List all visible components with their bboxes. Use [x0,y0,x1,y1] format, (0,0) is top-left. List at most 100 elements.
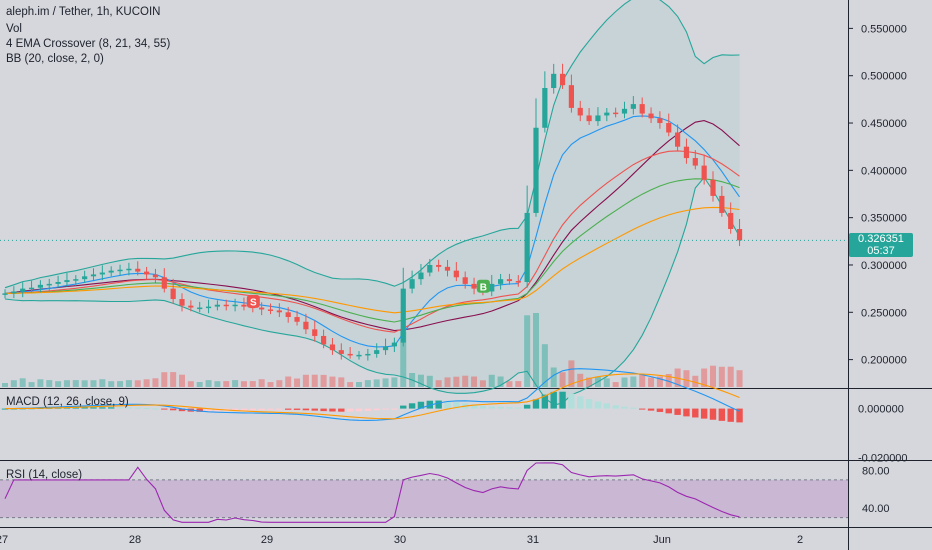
candle-body [90,274,97,277]
macd-hist-bar [435,400,442,409]
macd-hist-bar [541,394,549,409]
candle-body [515,281,521,283]
candle-body [82,276,88,280]
macd-hist-bar [81,407,88,409]
macd-hist-bar [169,408,177,411]
candle-body [577,107,583,116]
macd-hist-bar [152,408,159,410]
volume-bar [648,377,655,387]
time-tick-label: 29 [261,534,273,546]
candle-body [28,287,35,290]
rsi-tick-label: 40.00 [862,503,890,515]
candle-body [303,321,309,330]
volume-bar [99,379,106,387]
macd-hist-bar [346,408,354,412]
candle-body [365,353,371,356]
volume-bar [515,381,522,387]
candle-body [179,299,185,306]
macd-hist-bar [479,405,487,409]
macd-hist-bar [700,408,708,419]
macd-hist-bar [709,408,717,420]
volume-bar [81,380,88,387]
macd-hist-bar [196,408,203,412]
volume-bar [19,378,26,387]
volume-bar [603,378,610,387]
macd-hist-bar [674,408,681,415]
volume-bar [559,372,566,387]
volume-bar [550,367,557,387]
volume-bar [170,372,177,387]
price-tick-label: 0.550000 [861,23,907,35]
macd-histogram [1,391,743,423]
macd-hist-bar [355,408,363,412]
bb-study-label: BB (20, close, 2, 0) [6,53,104,65]
volume-bar [426,375,433,387]
rsi-line [4,462,740,523]
volume-bar [391,377,398,387]
macd-hist-bar [523,404,531,409]
candle-body [294,317,300,322]
time-tick-label: Jun [653,534,671,546]
macd-hist-bar [656,408,664,412]
volume-bar [214,381,221,387]
macd-hist-bar [214,408,221,412]
macd-hist-bar [585,399,593,409]
volume-bar [347,382,354,387]
volume-bar [125,380,132,387]
volume-bar [444,377,451,387]
macd-hist-bar [559,391,566,409]
candle-body [338,350,344,354]
volume-bar [718,366,725,387]
candle-body [11,291,17,294]
candle-body [117,269,123,272]
last-price-label: 0.326351 05:37 [849,233,913,257]
volume-bar [143,379,150,387]
volume-bar [55,381,62,387]
candle-body [73,279,79,281]
candle-body [683,146,690,159]
volume-bar [630,376,637,387]
macd-hist-bar [736,408,743,423]
ema-study-label: 4 EMA Crossover (8, 21, 34, 55) [6,38,171,50]
volume-bar [37,379,44,387]
volume-bar [586,377,593,387]
volume-bar [311,374,318,387]
macd-hist-bar [125,407,133,409]
candle-body [719,195,725,213]
volume-bar [701,368,708,387]
macd-hist-bar [249,408,256,411]
volume-bar [46,380,53,387]
macd-hist-bar [391,408,398,410]
signal-label: S [250,297,257,308]
candle-body [356,354,362,357]
macd-hist-bar [453,401,460,409]
price-tick-label: 0.200000 [861,355,907,367]
volume-bar [294,378,301,387]
candle-body [462,277,468,284]
volume-bar [710,365,716,387]
macd-hist-bar [506,407,513,409]
macd-hist-bar [692,408,699,418]
candle-body [559,73,566,86]
macd-hist-bar [311,408,318,411]
macd-hist-bar [329,408,336,412]
candle-body [613,112,619,115]
macd-hist-bar [134,407,141,409]
macd-hist-bar [594,401,602,409]
candle-body [205,306,212,309]
candle-body [471,283,477,289]
volume-bar [329,376,336,387]
candle-body [276,310,282,313]
candle-body [329,344,336,351]
candle-body [692,158,698,166]
macd-hist-bar [231,408,239,411]
price-tick-label: 0.500000 [861,71,907,83]
candle-body [161,277,167,289]
volume-bar [267,382,274,387]
bb-lower-line [4,176,740,406]
candle-body [214,304,220,307]
macd-hist-bar [240,408,248,411]
bb-fill [5,0,740,405]
volume-bar [223,381,230,387]
